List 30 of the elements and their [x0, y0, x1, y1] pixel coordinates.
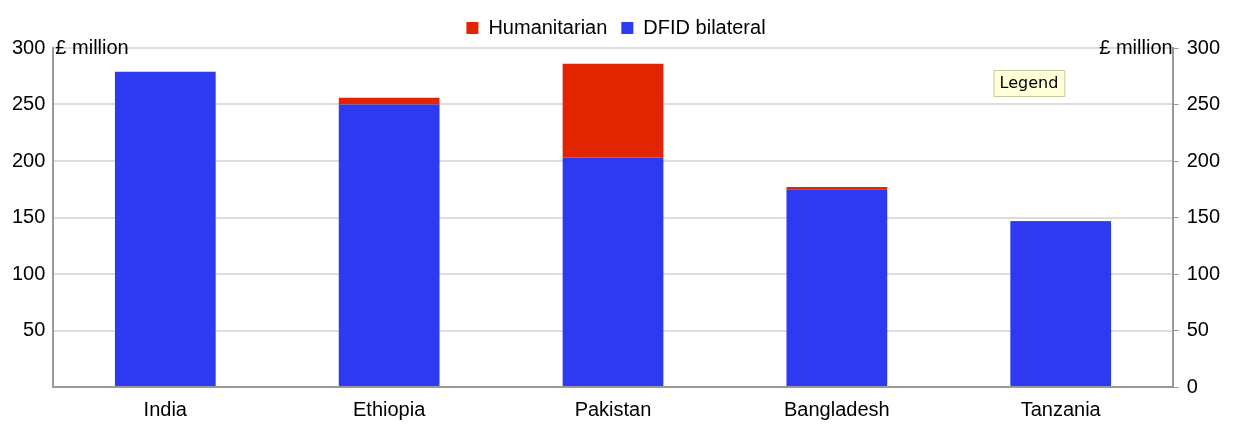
x-tick-label: Ethiopia: [353, 397, 427, 420]
x-tick-label: Pakistan: [574, 397, 652, 420]
annotation: Legend: [999, 73, 1059, 93]
legend-label: Humanitarian: [488, 15, 608, 38]
y-tick-label: 200: [11, 148, 46, 171]
x-tick-label: India: [143, 397, 188, 420]
y2-tick-label: 150: [1186, 205, 1221, 228]
y2-tick-label: 300: [1186, 35, 1221, 58]
y2-tick-label: 0: [1186, 374, 1198, 397]
y-axis-title: £ million: [55, 35, 129, 58]
y-tick-label: 100: [11, 261, 46, 284]
y2-tick-label: 50: [1186, 318, 1209, 341]
bar: [786, 189, 888, 386]
y-tick-label: 250: [11, 92, 46, 115]
legend-label: DFID bilateral: [643, 15, 766, 38]
x-tick-label: Tanzania: [1020, 397, 1102, 420]
y-tick-label: 300: [11, 35, 46, 58]
x-tick-label: Bangladesh: [784, 397, 890, 420]
bar: [562, 157, 664, 386]
y-tick-label: 150: [11, 205, 46, 228]
bar: [114, 71, 216, 386]
bar: [338, 104, 440, 386]
bar: [1010, 222, 1112, 386]
y-tick-label: 50: [23, 318, 46, 341]
y2-tick-label: 200: [1186, 148, 1221, 171]
y2-axis-title: £ million: [1099, 35, 1173, 58]
y2-tick-label: 250: [1186, 92, 1221, 115]
y2-tick-label: 100: [1186, 261, 1221, 284]
bar: [562, 63, 664, 158]
bar: [338, 97, 440, 105]
